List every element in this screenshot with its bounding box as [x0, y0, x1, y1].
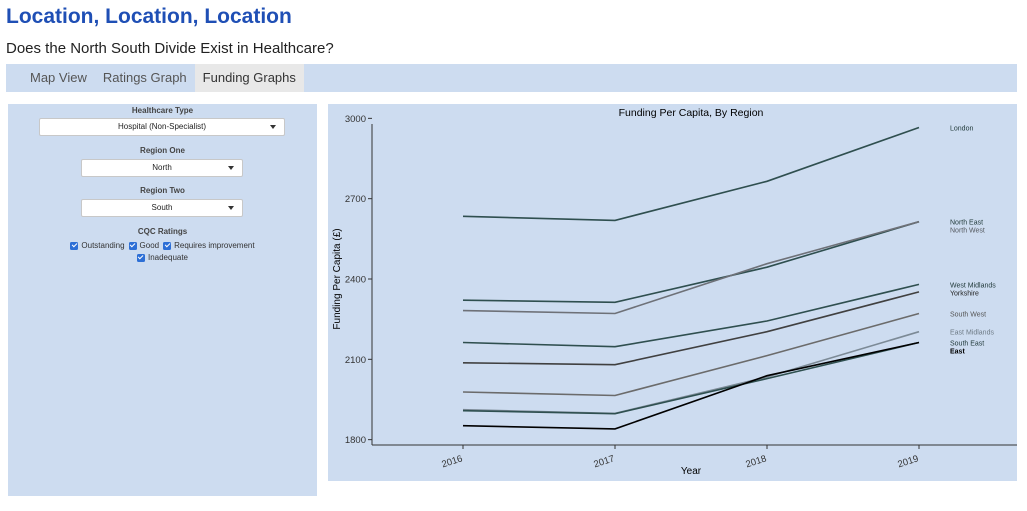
page-subtitle: Does the North South Divide Exist in Hea…	[6, 40, 334, 57]
x-tick-label: 2017	[592, 453, 616, 470]
series-label-north-west: North West	[950, 228, 985, 235]
x-tick-label: 2018	[744, 453, 768, 470]
checkbox-label: Inadequate	[147, 253, 189, 262]
checkbox-checked-icon[interactable]	[163, 241, 172, 250]
page-title: Location, Location, Location	[6, 5, 292, 28]
series-label-west-midlands: West Midlands	[950, 282, 996, 289]
series-label-east-midlands: East Midlands	[950, 330, 994, 337]
checkbox-label: Requires improvement	[174, 241, 255, 250]
tab-funding-graphs[interactable]: Funding Graphs	[194, 64, 304, 92]
series-label-south-east: South East	[950, 340, 984, 347]
series-line-yorkshire	[462, 291, 920, 366]
y-tick-label: 2400	[345, 275, 366, 286]
x-tick-label: 2016	[440, 453, 464, 470]
series-line-east	[462, 341, 920, 430]
checkbox-requires-improvement[interactable]: Requires improvement	[163, 241, 255, 250]
cqc-ratings-row-1: Outstanding Good Requires improvement	[8, 241, 317, 250]
region-one-label: Region One	[140, 146, 185, 155]
checkbox-checked-icon[interactable]	[128, 241, 137, 250]
region-one-value: North	[152, 163, 172, 172]
healthcare-type-select[interactable]: Hospital (Non-Specialist)	[39, 118, 285, 136]
region-two-value: South	[151, 203, 173, 212]
series-line-north-west	[462, 220, 920, 315]
checkbox-label: Outstanding	[81, 241, 125, 250]
checkbox-checked-icon[interactable]	[70, 241, 79, 250]
x-axis-title: Year	[681, 466, 702, 477]
series-label-yorkshire: Yorkshire	[950, 290, 979, 297]
chevron-down-icon	[270, 125, 276, 129]
y-axis-title: Funding Per Capita (£)	[332, 228, 343, 329]
series-label-south-west: South West	[950, 312, 986, 319]
cqc-ratings-row-2: Inadequate	[8, 253, 317, 262]
y-tick-label: 2700	[345, 194, 366, 205]
cqc-ratings-label: CQC Ratings	[137, 227, 188, 236]
sidebar-panel: Healthcare Type Hospital (Non-Specialist…	[8, 104, 317, 496]
series-label-london: London	[950, 125, 973, 132]
funding-chart-panel: Funding Per Capita, By Region 1800 2100 240…	[328, 104, 1017, 481]
region-two-label: Region Two	[140, 186, 185, 195]
region-one-select[interactable]: North	[81, 159, 243, 177]
series-line-south-east	[462, 341, 920, 415]
chevron-down-icon	[228, 206, 234, 210]
checkbox-checked-icon[interactable]	[136, 253, 145, 262]
region-two-select[interactable]: South	[81, 199, 243, 217]
y-tick-label: 2100	[345, 355, 366, 366]
healthcare-type-value: Hospital (Non-Specialist)	[117, 122, 207, 131]
series-label-east: East	[950, 348, 965, 355]
tab-bar: Map View Ratings Graph Funding Graphs	[6, 64, 1017, 92]
series-line-north-east	[462, 220, 920, 304]
series-line-south-west	[462, 312, 920, 397]
series-label-north-east: North East	[950, 220, 983, 227]
checkbox-label: Good	[139, 241, 160, 250]
checkbox-good[interactable]: Good	[128, 241, 160, 250]
series-line-west-midlands	[462, 283, 920, 348]
y-tick-label: 1800	[345, 435, 366, 446]
x-tick-label: 2019	[896, 453, 920, 470]
healthcare-type-label: Healthcare Type	[131, 106, 194, 115]
chart-title: Funding Per Capita, By Region	[619, 107, 764, 119]
tab-map-view[interactable]: Map View	[30, 70, 87, 85]
funding-line-chart: Funding Per Capita, By Region 1800 2100 240…	[332, 107, 1017, 477]
chevron-down-icon	[228, 166, 234, 170]
checkbox-outstanding[interactable]: Outstanding	[70, 241, 125, 250]
checkbox-inadequate[interactable]: Inadequate	[136, 253, 189, 262]
series-line-london	[462, 126, 920, 222]
y-tick-label: 3000	[345, 114, 366, 125]
tab-ratings-graph[interactable]: Ratings Graph	[102, 70, 187, 85]
